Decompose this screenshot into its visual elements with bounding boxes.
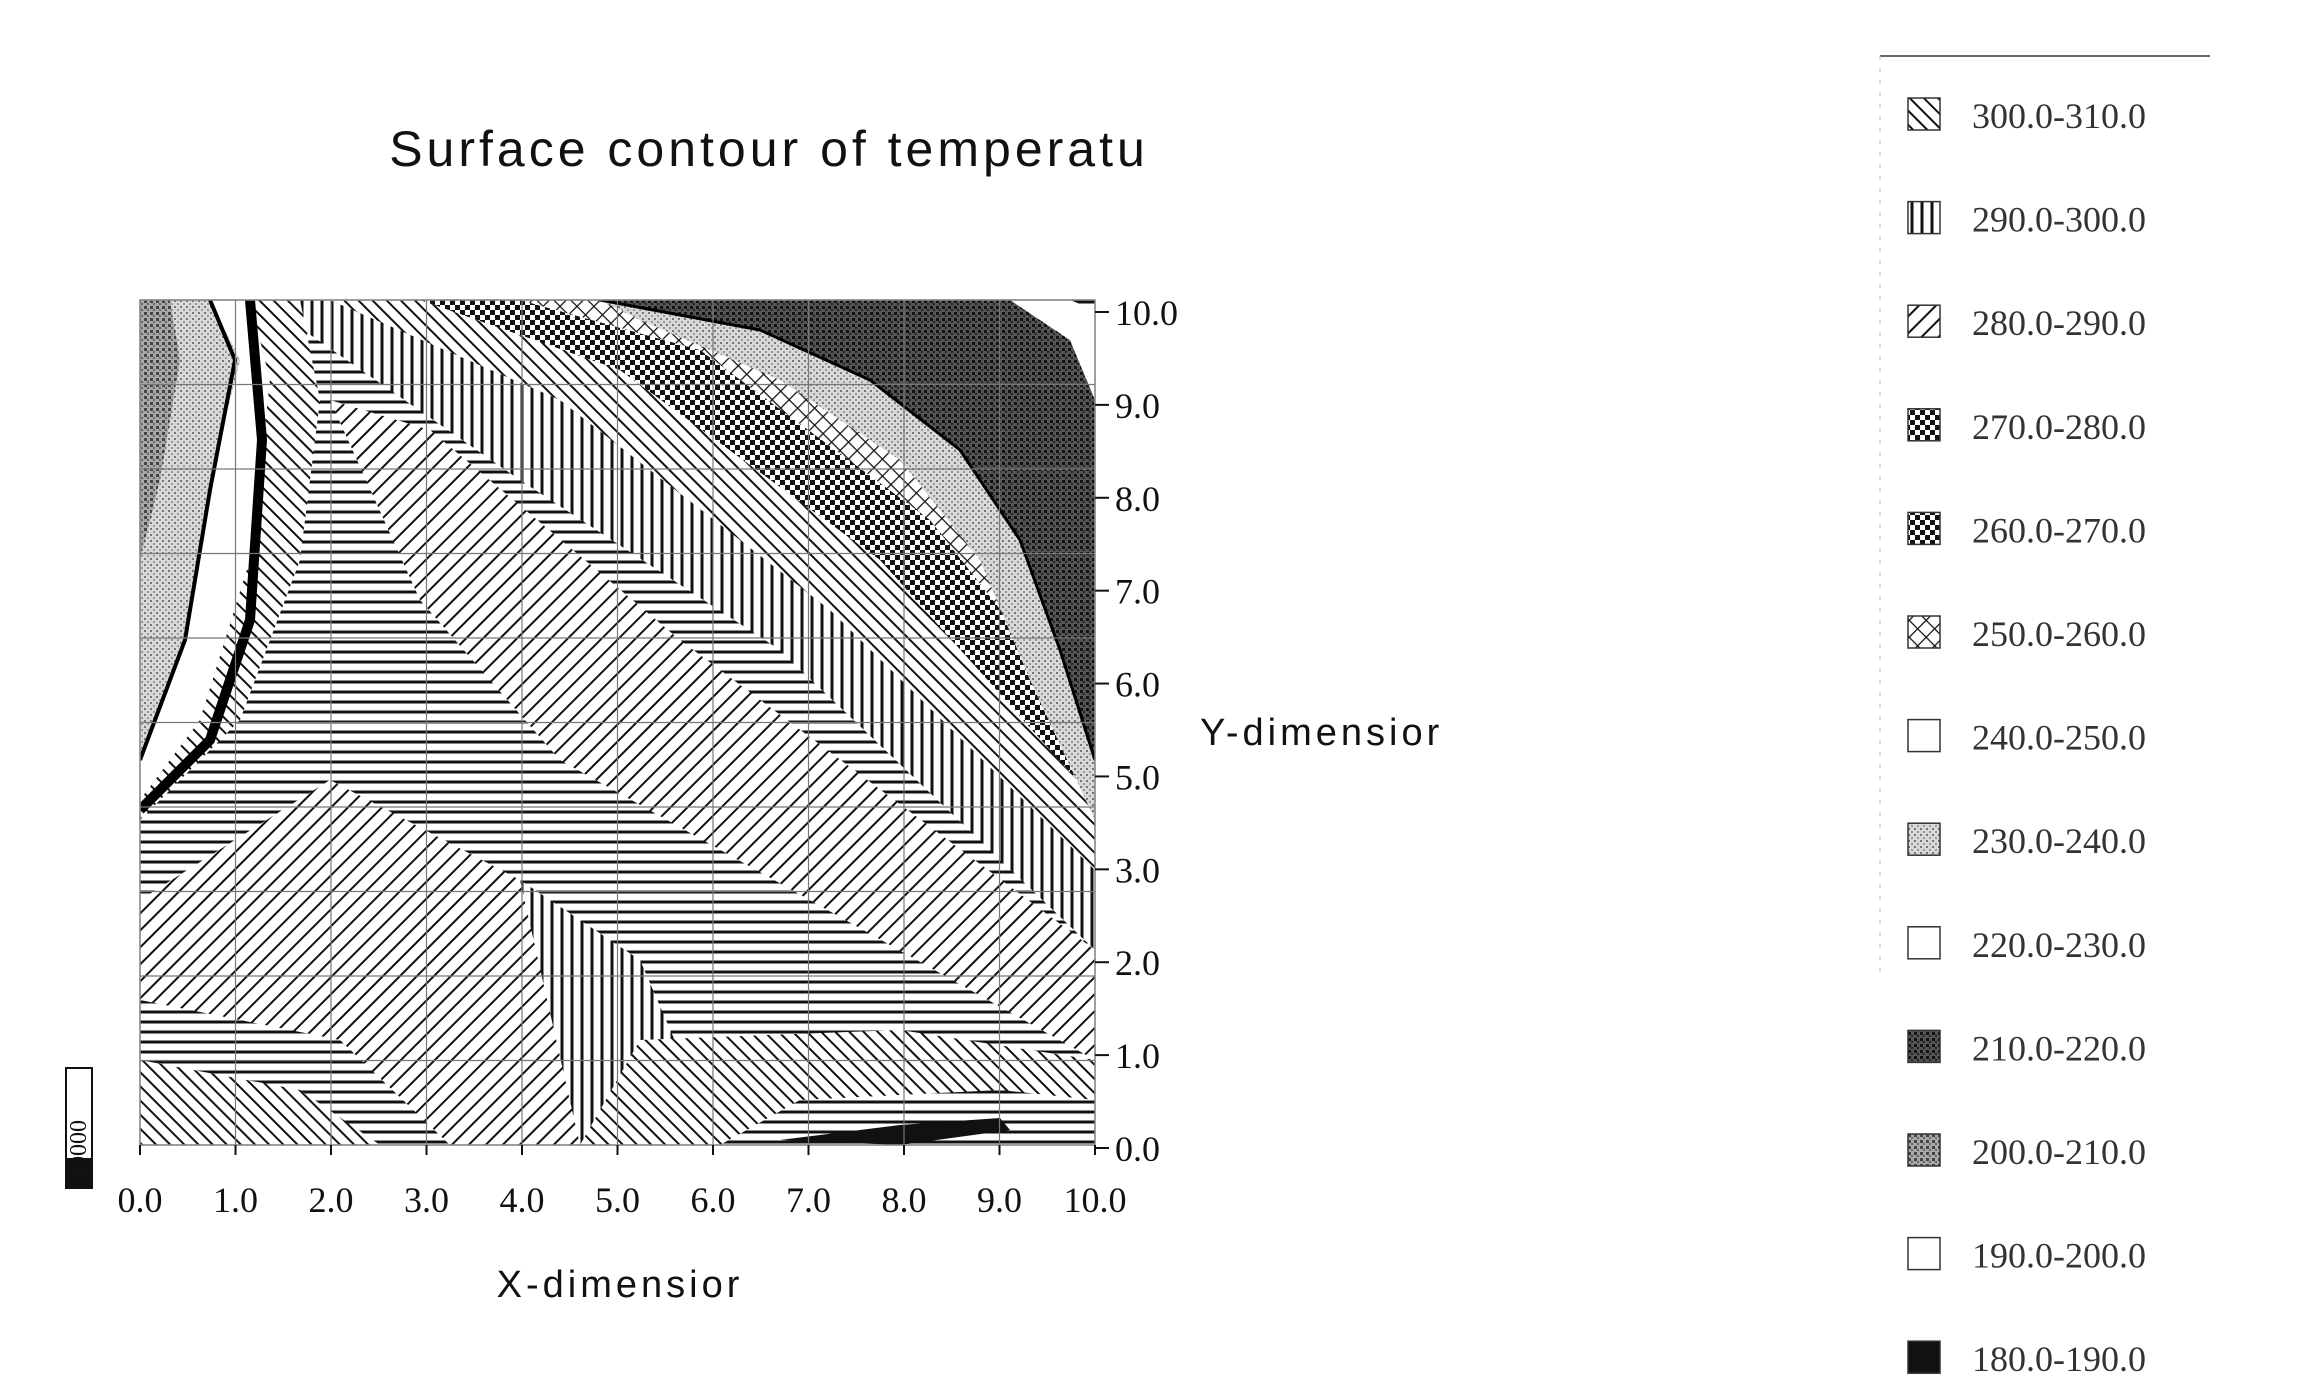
contour-band-left-edge-hatch [140,300,320,820]
contour-band-checker [420,300,1095,800]
contour-band-diag-left-bottom [140,1060,380,1145]
legend-label: 280.0-290.0 [1972,303,2146,343]
legend-label: 270.0-280.0 [1972,407,2146,447]
x-tick-label: 3.0 [404,1180,449,1220]
x-tick-label: 8.0 [882,1180,927,1220]
legend-swatch [1907,926,1941,960]
y-axis-label: Y-dimensior [1200,712,1443,754]
x-tick-label: 9.0 [977,1180,1022,1220]
legend-label: 260.0-270.0 [1972,510,2146,550]
legend-label: 230.0-240.0 [1972,821,2146,861]
y-axis: 10.0 9.0 8.0 7.0 6.0 5.0 3.0 2.0 1.0 0.0 [1095,293,1178,1169]
y-tick-label: 7.0 [1115,572,1160,612]
contour-plot [139,299,1096,1146]
legend-label: 180.0-190.0 [1972,1339,2146,1376]
y-tick-label: 0.0 [1115,1129,1160,1169]
y-tick-label: 6.0 [1115,665,1160,705]
legend: 300.0-310.0 290.0-300.0 280.0-290.0 270.0-2… [1879,55,2210,1376]
legend-label: 200.0-210.0 [1972,1132,2146,1172]
legend-swatch [1907,1133,1941,1167]
legend-label: 300.0-310.0 [1972,96,2146,136]
x-tick-label: 5.0 [595,1180,640,1220]
y-tick-label: 5.0 [1115,757,1160,797]
colorbar-fill [66,1158,92,1188]
legend-swatch [1907,1236,1941,1271]
legend-swatch [1907,304,1941,338]
x-tick-label: 2.0 [309,1180,354,1220]
colorbar-label: 3 0000 [66,1120,92,1186]
y-tick-label: 2.0 [1115,943,1160,983]
legend-label: 250.0-260.0 [1972,614,2146,654]
x-tick-label: 10.0 [1064,1180,1127,1220]
contour-line-thick-left [140,300,268,814]
x-axis: 0.0 1.0 2.0 3.0 4.0 5.0 6.0 7.0 8.0 9.0 10.0 [118,1145,1127,1220]
legend-swatch [1907,1340,1941,1374]
legend-swatch [1907,97,1941,131]
colorbar: 3 0000 [65,1067,93,1189]
contour-band-dark-bottom [780,1118,1010,1145]
y-tick-label: 8.0 [1115,479,1160,519]
y-tick-label: 3.0 [1115,850,1160,890]
x-tick-label: 0.0 [118,1180,163,1220]
legend-swatch [1907,408,1941,442]
contour-line-corner [599,300,1095,761]
legend-swatch [1907,822,1941,856]
y-tick-label: 10.0 [1115,293,1178,333]
legend-label: 220.0-230.0 [1972,925,2146,965]
legend-label: 210.0-220.0 [1972,1028,2146,1068]
x-tick-label: 1.0 [213,1180,258,1220]
contour-band-light-corner-inner [600,300,1095,820]
legend-swatch [1907,1029,1941,1064]
legend-label: 190.0-200.0 [1972,1236,2146,1276]
contour-band-left-edge-dark [140,300,180,560]
legend-swatch [1907,511,1941,546]
legend-label: 290.0-300.0 [1972,200,2146,240]
x-tick-label: 4.0 [500,1180,545,1220]
x-tick-label: 7.0 [786,1180,831,1220]
x-tick-label: 6.0 [691,1180,736,1220]
y-tick-label: 9.0 [1115,386,1160,426]
contour-band-horizontal-bottom-right [720,1090,1095,1145]
legend-swatch [1907,615,1941,649]
x-axis-label: X-dimensior [497,1264,744,1306]
y-tick-label: 1.0 [1115,1036,1160,1076]
contour-band-white-strip [1010,300,1095,400]
chart-title: Surface contour of temperatu [389,121,1149,177]
legend-swatch [1907,718,1941,753]
legend-swatch [1907,200,1941,235]
legend-label: 240.0-250.0 [1972,718,2146,758]
contour-line-left-edge [140,300,238,761]
contour-band-dark-corner [600,300,1095,760]
